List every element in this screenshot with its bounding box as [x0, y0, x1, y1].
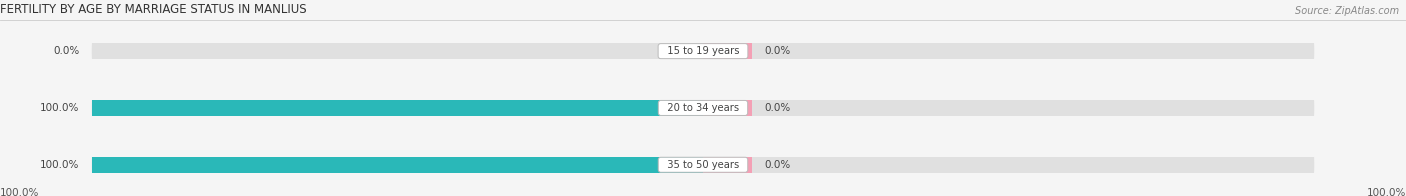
- Bar: [703, 157, 752, 173]
- Text: 100.0%: 100.0%: [0, 188, 39, 196]
- Bar: [703, 100, 1315, 116]
- Text: 100.0%: 100.0%: [1367, 188, 1406, 196]
- Text: 100.0%: 100.0%: [41, 103, 80, 113]
- Bar: [91, 157, 703, 173]
- Bar: [91, 100, 703, 116]
- Bar: [703, 43, 1315, 59]
- Text: FERTILITY BY AGE BY MARRIAGE STATUS IN MANLIUS: FERTILITY BY AGE BY MARRIAGE STATUS IN M…: [0, 3, 307, 16]
- Bar: [91, 43, 703, 59]
- Text: 20 to 34 years: 20 to 34 years: [661, 103, 745, 113]
- Text: 0.0%: 0.0%: [763, 46, 790, 56]
- Text: 15 to 19 years: 15 to 19 years: [661, 46, 745, 56]
- Bar: [703, 100, 752, 116]
- Text: 100.0%: 100.0%: [41, 160, 80, 170]
- Bar: [703, 157, 1315, 173]
- Text: 0.0%: 0.0%: [763, 160, 790, 170]
- Bar: [703, 43, 752, 59]
- Bar: [91, 100, 703, 116]
- Text: 0.0%: 0.0%: [53, 46, 80, 56]
- Bar: [91, 157, 703, 173]
- Text: 0.0%: 0.0%: [763, 103, 790, 113]
- Text: 35 to 50 years: 35 to 50 years: [661, 160, 745, 170]
- Text: Source: ZipAtlas.com: Source: ZipAtlas.com: [1295, 6, 1399, 16]
